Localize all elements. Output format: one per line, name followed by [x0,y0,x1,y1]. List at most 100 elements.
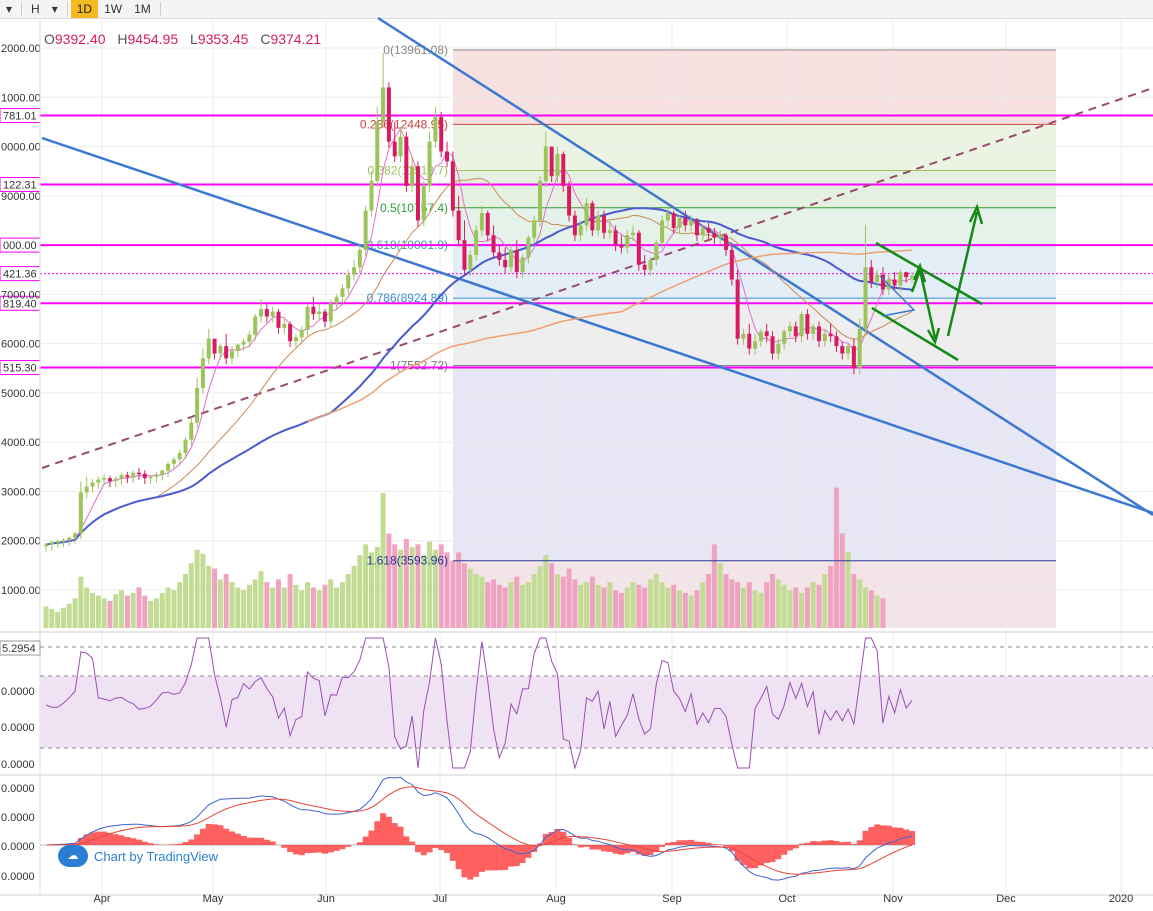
volume-bar [775,579,781,628]
price-axis-label: 4000.00 [1,437,41,449]
ma-fast-line [45,127,913,546]
candle-body [96,479,101,483]
candle-body [253,316,258,335]
volume-bar [241,590,247,628]
volume-bar [502,587,508,628]
volume-bar [89,592,95,628]
macd-histogram-bar [414,845,421,853]
macd-histogram-bar [699,841,706,845]
candle-body [631,232,636,236]
macd-histogram-bar [223,828,230,845]
macd-histogram-bar [153,844,160,845]
candle-body [131,472,136,478]
toolbar-dropdown-arrow[interactable]: ▾ [51,2,58,16]
interval-1m-button[interactable]: 1M [134,2,151,16]
volume-bar [107,601,113,628]
volume-bar [398,549,404,628]
volume-bar [746,582,752,628]
candle-body [183,439,188,454]
candle-body [195,387,200,423]
candle-body [398,136,403,157]
candle-body [694,220,699,236]
volume-bar [467,568,473,628]
volume-bar [113,594,119,628]
interval-1d-button[interactable]: 1D [70,0,99,18]
candle-body [462,240,467,270]
candle-body [421,185,426,221]
tradingview-brand[interactable]: ☁ Chart by TradingView [58,845,218,867]
fib-label: 0(13961.08) [383,43,448,57]
candle-body [619,245,624,248]
macd-histogram-bar [77,837,84,845]
candle-body [445,151,450,162]
volume-bar [549,563,555,628]
volume-bar [246,584,252,628]
candle-body [776,343,781,354]
candle-body [764,331,769,337]
candle-body [508,250,513,268]
volume-bar [682,592,688,628]
candle-body [317,311,322,315]
macd-histogram-bar [327,845,334,853]
macd-histogram-bar [734,845,741,861]
candle-body [863,267,868,329]
macd-histogram-bar [909,831,915,845]
macd-histogram-bar [89,832,96,845]
macd-histogram-bar [141,841,148,845]
volume-bar [78,576,84,628]
candle-body [166,463,171,471]
macd-histogram-bar [752,845,759,869]
macd-histogram-bar [630,845,637,852]
candle-body [817,326,822,342]
macd-histogram-bar [816,841,823,845]
macd-histogram-bar [287,845,294,852]
candle-body [729,250,734,280]
low-value: 9353.45 [197,31,249,47]
macd-histogram-bar [676,840,683,845]
volume-bar [804,587,810,628]
macd-histogram-bar [659,845,666,847]
candle-body [851,346,856,369]
candle-body [834,336,839,347]
candle-body [44,544,48,547]
candle-body [340,288,345,297]
price-axis-label: 1000.00 [1,585,41,597]
candle-body [415,166,420,221]
volume-bar [531,574,537,628]
candle-body [282,323,287,328]
candle-body [718,235,723,238]
macd-histogram-bar [856,840,863,845]
macd-histogram-bar [240,835,247,845]
candle-body [276,311,281,328]
candle-body [869,267,874,283]
candle-body [706,227,711,233]
macd-histogram-bar [455,845,462,870]
volume-bar [136,587,142,628]
volume-bar [566,568,572,628]
macd-histogram-bar [444,845,451,853]
rsi-axis-label: 0.0000 [1,686,35,698]
macd-histogram-bar [124,837,131,845]
macd-histogram-bar [118,835,125,845]
toolbar-separator [66,2,68,16]
candle-body [805,314,810,334]
volume-bar [368,552,374,628]
volume-bar [845,552,851,628]
interval-1w-button[interactable]: 1W [104,2,123,16]
volume-bar [647,579,653,628]
volume-bar [491,579,497,628]
macd-histogram-bar [106,832,113,845]
candle-body [148,476,153,479]
macd-histogram-bar [147,843,154,845]
candle-body [84,486,89,493]
toolbar-dropdown-arrow[interactable]: ▾ [6,2,13,16]
candle-body [782,331,787,344]
interval-hour-button[interactable]: H [31,2,40,16]
macd-histogram-bar [310,845,317,853]
volume-bar [305,582,311,628]
volume-bar [444,552,450,628]
volume-bar [653,574,659,628]
volume-bar [153,598,159,628]
macd-axis-label: 0.0000 [1,812,35,824]
